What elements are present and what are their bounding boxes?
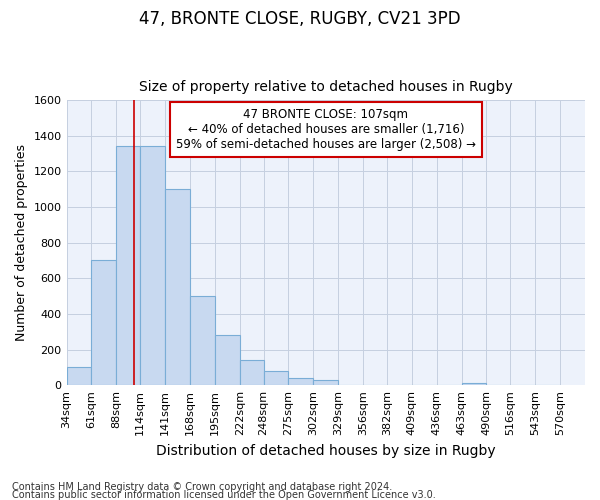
Bar <box>215 335 239 385</box>
Bar <box>140 146 165 385</box>
Bar <box>190 296 215 385</box>
Bar <box>91 260 116 385</box>
Title: Size of property relative to detached houses in Rugby: Size of property relative to detached ho… <box>139 80 512 94</box>
X-axis label: Distribution of detached houses by size in Rugby: Distribution of detached houses by size … <box>156 444 496 458</box>
Bar <box>313 380 338 385</box>
Bar <box>165 189 190 385</box>
Bar <box>239 360 263 385</box>
Bar <box>67 368 91 385</box>
Bar <box>289 378 313 385</box>
Bar <box>263 371 289 385</box>
Bar <box>116 146 140 385</box>
Text: Contains HM Land Registry data © Crown copyright and database right 2024.: Contains HM Land Registry data © Crown c… <box>12 482 392 492</box>
Bar <box>461 382 487 385</box>
Text: 47, BRONTE CLOSE, RUGBY, CV21 3PD: 47, BRONTE CLOSE, RUGBY, CV21 3PD <box>139 10 461 28</box>
Text: 47 BRONTE CLOSE: 107sqm
← 40% of detached houses are smaller (1,716)
59% of semi: 47 BRONTE CLOSE: 107sqm ← 40% of detache… <box>176 108 476 152</box>
Y-axis label: Number of detached properties: Number of detached properties <box>15 144 28 341</box>
Text: Contains public sector information licensed under the Open Government Licence v3: Contains public sector information licen… <box>12 490 436 500</box>
